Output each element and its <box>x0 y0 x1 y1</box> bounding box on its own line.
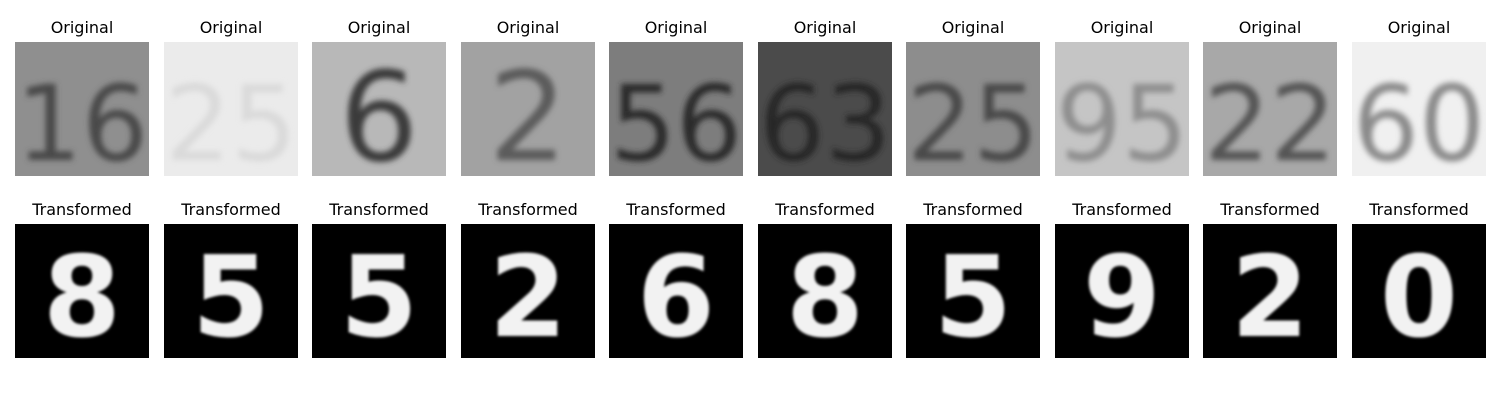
transformed-digit-image: 0 <box>1352 224 1486 358</box>
original-digit-glyph: 22 <box>1204 63 1336 176</box>
transformed-digit-image: 6 <box>609 224 743 358</box>
transformed-title: Transformed <box>478 200 578 219</box>
transformed-digit-image: 2 <box>1203 224 1337 358</box>
original-digit-image: 63 <box>758 42 892 176</box>
transformed-digit-glyph: 8 <box>43 233 121 358</box>
transformed-digit-image: 8 <box>15 224 149 358</box>
transformed-title: Transformed <box>1220 200 1320 219</box>
transformed-digit-glyph: 6 <box>637 233 715 358</box>
transformed-digit-glyph: 5 <box>934 233 1012 358</box>
original-digit-image: 16 <box>15 42 149 176</box>
transformed-title: Transformed <box>1369 200 1469 219</box>
original-title: Original <box>50 18 114 37</box>
original-digit-glyph: 63 <box>759 63 891 176</box>
transformed-digit-glyph: 5 <box>192 233 270 358</box>
original-digit-glyph: 60 <box>1353 63 1485 176</box>
transformed-title: Transformed <box>329 200 429 219</box>
transformed-digit-glyph: 2 <box>1231 233 1309 358</box>
transformed-digit-glyph: 0 <box>1380 233 1458 358</box>
original-title: Original <box>644 18 708 37</box>
original-title: Original <box>941 18 1005 37</box>
original-digit-image: 6 <box>312 42 446 176</box>
transformed-digit-glyph: 5 <box>340 233 418 358</box>
transformed-digit-image: 8 <box>758 224 892 358</box>
transformed-title: Transformed <box>1072 200 1172 219</box>
digit-comparison-grid: Original 16 Original 25 Original 6 Original 2 Or… <box>15 0 1487 400</box>
transformed-digit-image: 2 <box>461 224 595 358</box>
original-title: Original <box>1387 18 1451 37</box>
original-digit-image: 2 <box>461 42 595 176</box>
original-digit-glyph: 56 <box>610 63 742 176</box>
original-digit-image: 25 <box>906 42 1040 176</box>
transformed-digit-image: 5 <box>312 224 446 358</box>
original-digit-image: 95 <box>1055 42 1189 176</box>
original-digit-image: 22 <box>1203 42 1337 176</box>
original-digit-glyph: 16 <box>16 63 148 176</box>
transformed-digit-glyph: 9 <box>1083 233 1161 358</box>
transformed-digit-image: 5 <box>906 224 1040 358</box>
original-digit-glyph: 2 <box>489 46 568 176</box>
original-digit-glyph: 95 <box>1056 63 1188 176</box>
original-digit-image: 60 <box>1352 42 1486 176</box>
transformed-digit-glyph: 2 <box>489 233 567 358</box>
transformed-digit-image: 9 <box>1055 224 1189 358</box>
original-title: Original <box>1090 18 1154 37</box>
original-title: Original <box>496 18 560 37</box>
original-title: Original <box>793 18 857 37</box>
transformed-title: Transformed <box>923 200 1023 219</box>
original-digit-glyph: 25 <box>165 63 297 176</box>
transformed-title: Transformed <box>775 200 875 219</box>
transformed-title: Transformed <box>32 200 132 219</box>
transformed-digit-image: 5 <box>164 224 298 358</box>
transformed-title: Transformed <box>626 200 726 219</box>
original-digit-glyph: 6 <box>340 46 419 176</box>
transformed-title: Transformed <box>181 200 281 219</box>
original-title: Original <box>1238 18 1302 37</box>
original-digit-glyph: 25 <box>907 63 1039 176</box>
original-digit-image: 56 <box>609 42 743 176</box>
original-title: Original <box>199 18 263 37</box>
original-digit-image: 25 <box>164 42 298 176</box>
original-title: Original <box>347 18 411 37</box>
transformed-digit-glyph: 8 <box>786 233 864 358</box>
